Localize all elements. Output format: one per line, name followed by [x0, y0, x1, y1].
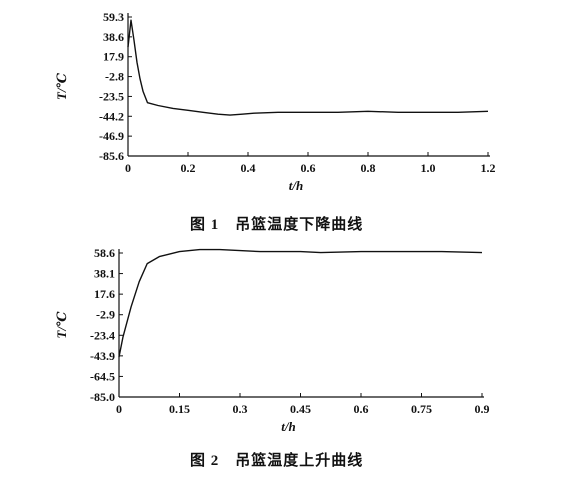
chart-1-y-tick-label: 59.3 — [103, 10, 124, 24]
chart-2-x-tick-label: 0 — [116, 402, 122, 416]
chart-1-y-tick-label: -2.8 — [105, 70, 124, 84]
chart-2-x-axis-label: t/h — [281, 419, 295, 434]
chart-2-y-tick-label: -85.0 — [90, 390, 115, 404]
chart-2-y-tick-label: -43.9 — [90, 349, 115, 363]
chart-2-y-tick-label: 38.1 — [94, 267, 115, 281]
chart-1-y-axis-label: T/℃ — [54, 73, 69, 101]
chart-2-x-tick-label: 0.45 — [290, 402, 311, 416]
chart-1-x-tick-label: 0.8 — [361, 161, 376, 175]
chart-1-x-tick-label: 0.2 — [181, 161, 196, 175]
chart-2-series-line — [118, 248, 483, 358]
chart-1-x-tick-label: 0 — [125, 161, 131, 175]
chart-2-x-tick-label: 0.9 — [475, 402, 490, 416]
chart-1-y-tick-label: -23.5 — [99, 89, 124, 103]
chart-1-y-tick-label: 17.9 — [103, 50, 124, 64]
chart-1-caption: 图 1 吊篮温度下降曲线 — [190, 217, 364, 233]
chart-2-y-tick-label: 58.6 — [94, 246, 115, 260]
chart-1-x-tick-label: 1.0 — [421, 161, 436, 175]
chart-2-y-tick-label: 17.6 — [94, 287, 115, 301]
chart-1-x-tick-label: 0.4 — [241, 161, 256, 175]
chart-1-y-tick-label: -85.6 — [99, 149, 124, 163]
chart-2-y-tick-label: -2.9 — [96, 308, 115, 322]
chart-2-caption: 图 2 吊篮温度上升曲线 — [190, 453, 364, 469]
chart-2-x-tick-label: 0.75 — [411, 402, 432, 416]
chart-1-x-tick-label: 0.6 — [301, 161, 316, 175]
chart-2-x-tick-label: 0.3 — [233, 402, 248, 416]
chart-2-y-tick-label: -64.5 — [90, 369, 115, 383]
chart-1-x-axis-label: t/h — [289, 178, 303, 193]
chart-1-y-tick-label: 38.6 — [103, 30, 124, 44]
chart-2-y-tick-label: -23.4 — [90, 328, 115, 342]
chart-1-y-tick-label: -44.2 — [99, 109, 124, 123]
chart-1-y-tick-label: -46.9 — [99, 129, 124, 143]
chart-2-y-axis-label: T/℃ — [54, 311, 69, 339]
chart-1-x-tick-label: 1.2 — [481, 161, 496, 175]
chart-1-series-line — [127, 19, 489, 116]
chart-2-x-tick-label: 0.6 — [354, 402, 369, 416]
chart-2-x-tick-label: 0.15 — [169, 402, 190, 416]
